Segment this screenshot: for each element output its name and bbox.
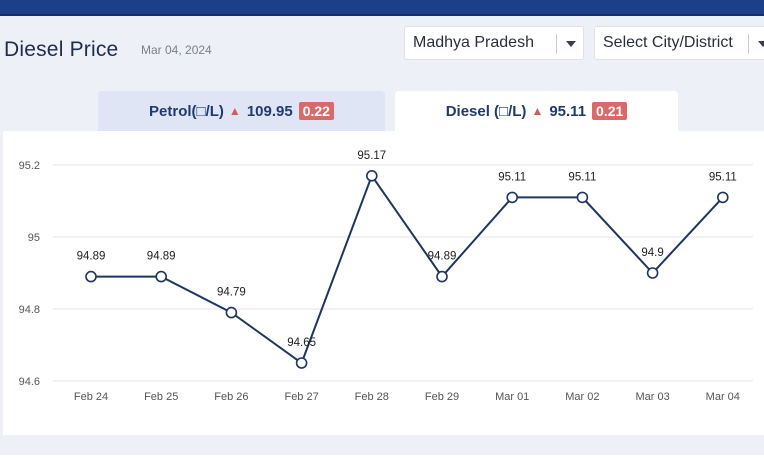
price-series-line [91,173,724,365]
price-up-arrow-icon: ▲ [531,104,544,118]
tab-diesel-label: Diesel (□/L) [445,102,527,120]
x-tick-label: Feb 26 [214,391,248,403]
x-tick-label: Feb 24 [74,391,108,403]
state-select-divider [556,34,557,54]
data-label: 94.65 [287,337,316,349]
state-select-value: Madhya Pradesh [413,34,534,51]
data-point[interactable] [85,270,97,283]
x-tick-label: Mar 03 [635,391,669,403]
x-tick-label: Feb 27 [284,391,318,403]
price-date: Mar 04, 2024 [141,43,212,57]
data-label: 95.17 [357,150,386,162]
bottom-divider [0,455,764,458]
data-label: 95.11 [709,171,737,183]
y-tick-label: 95 [28,232,40,244]
tab-petrol-change-badge: 0.22 [298,102,334,120]
top-navigation-bar [0,0,764,16]
chevron-down-icon[interactable] [566,41,576,47]
page-title: Diesel Price [4,38,119,61]
price-chart-card: 94.6 94.8 95 95.2 Feb 24 Feb 25 Feb 26 Feb 27 Fe… [3,131,764,435]
data-point[interactable] [365,169,378,182]
tab-petrol-label: Petrol(□/L) [149,102,224,120]
data-point[interactable] [155,270,167,283]
tab-petrol-price: 109.95 [246,102,293,120]
price-header: Diesel Price Mar 04, 2024 Madhya Pradesh… [0,16,764,86]
y-tick-label: 94.6 [19,376,40,388]
data-label: 94.79 [217,287,246,299]
city-select[interactable]: Select City/District [594,26,764,60]
data-label: 94.9 [641,247,663,259]
data-point[interactable] [716,191,729,204]
data-point[interactable] [646,267,659,279]
tab-diesel[interactable]: Diesel (□/L) ▲ 95.11 0.21 [395,91,678,131]
x-tick-label: Mar 02 [565,391,599,403]
tab-diesel-price: 95.11 [549,102,587,120]
x-tick-label: Mar 04 [706,391,740,403]
data-point[interactable] [225,306,238,319]
diesel-price-line-chart: 94.6 94.8 95 95.2 Feb 24 Feb 25 Feb 26 Feb 27 Fe… [19,150,753,403]
y-tick-label: 94.8 [19,304,40,316]
data-label: 94.89 [428,251,457,263]
state-select[interactable]: Madhya Pradesh [404,26,584,60]
data-label: 95.11 [568,171,596,183]
city-select-value: Select City/District [603,34,733,51]
data-point[interactable] [436,270,448,283]
price-up-arrow-icon: ▲ [228,104,241,118]
data-label: 94.89 [77,251,106,263]
tab-petrol[interactable]: Petrol(□/L) ▲ 109.95 0.22 [98,91,385,131]
data-point[interactable] [295,357,308,369]
data-label: 94.89 [147,251,176,263]
x-tick-label: Feb 29 [425,391,459,403]
x-tick-label: Mar 01 [495,391,529,403]
data-point[interactable] [506,191,519,204]
data-label: 95.11 [498,171,526,183]
city-select-divider [748,34,749,54]
x-tick-label: Feb 28 [355,391,389,403]
tab-diesel-change-badge: 0.21 [592,102,628,120]
data-point[interactable] [576,191,589,204]
chevron-down-icon[interactable] [758,41,764,47]
y-tick-label: 95.2 [19,160,40,172]
x-tick-label: Feb 25 [144,391,178,403]
